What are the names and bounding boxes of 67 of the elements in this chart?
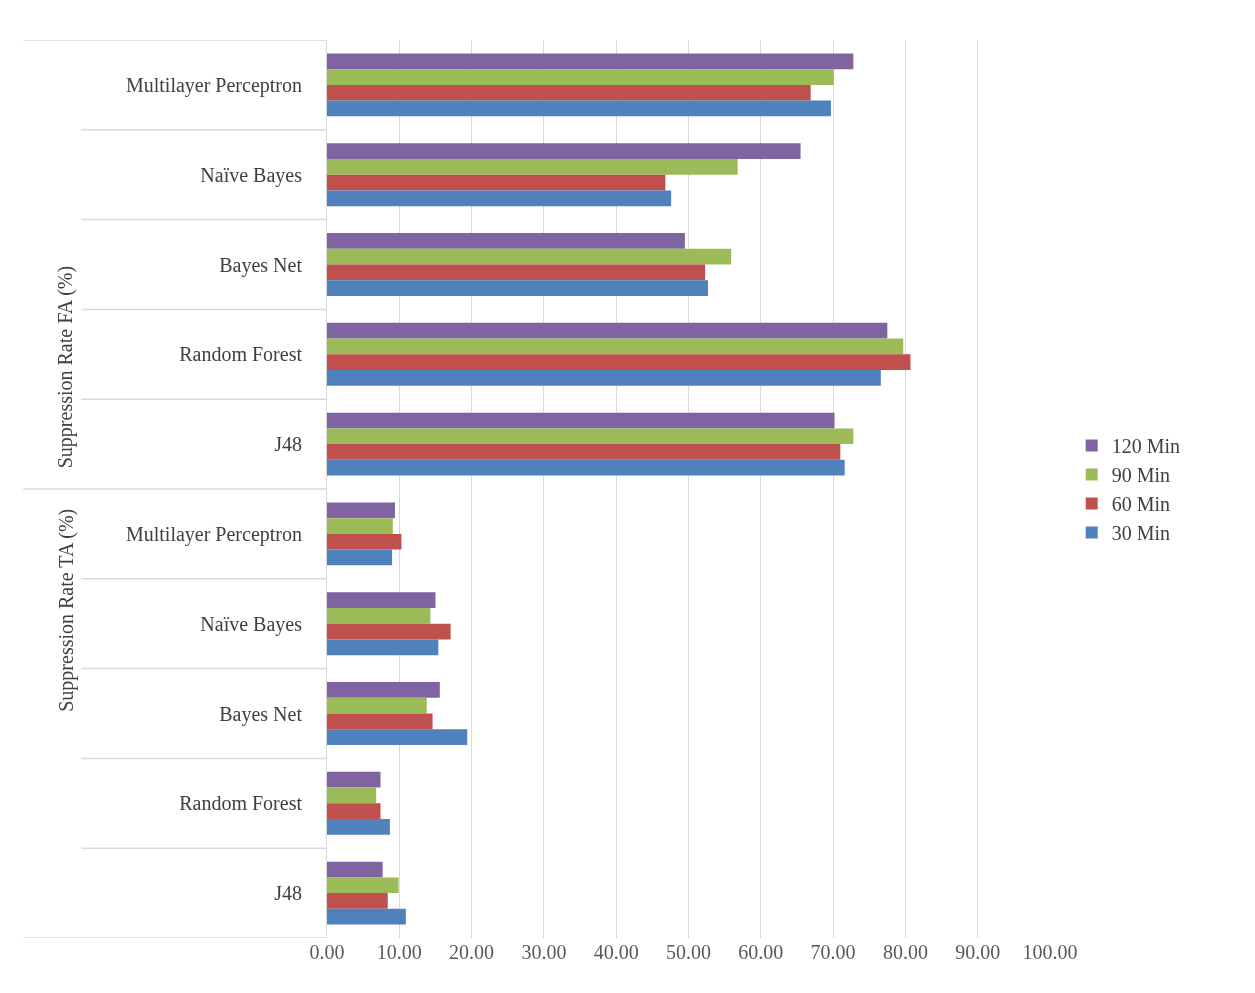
bar bbox=[327, 639, 439, 656]
bar bbox=[327, 264, 706, 281]
bar bbox=[327, 803, 381, 820]
text: Suppression Rate FA (%) bbox=[54, 265, 78, 469]
bar bbox=[327, 370, 881, 386]
bar bbox=[327, 893, 388, 909]
bar bbox=[327, 771, 381, 788]
bar bbox=[327, 697, 427, 714]
bar bbox=[327, 502, 395, 519]
x-tick-label: 50.00 bbox=[666, 941, 711, 963]
legend-label: 120 Min bbox=[1111, 435, 1181, 458]
x-tick-label: 20.00 bbox=[449, 941, 495, 963]
bar bbox=[327, 280, 709, 296]
x-tick-label: 40.00 bbox=[593, 941, 639, 963]
bar bbox=[327, 84, 811, 101]
x-tick-label: 10.00 bbox=[376, 941, 422, 963]
y-tick-label: Naïve Bayes bbox=[200, 612, 303, 636]
bar bbox=[327, 592, 436, 608]
legend-label: 30 Min bbox=[1111, 522, 1171, 545]
bar bbox=[327, 174, 666, 191]
bar bbox=[327, 623, 451, 640]
bar bbox=[327, 729, 468, 745]
legend-label: 90 Min bbox=[1111, 464, 1171, 487]
bar bbox=[327, 713, 433, 730]
y-tick-label: Random Forest bbox=[179, 792, 303, 815]
bar bbox=[327, 354, 911, 371]
y-tick-label: Random Forest bbox=[179, 343, 303, 366]
bar bbox=[327, 190, 672, 207]
y-tick-label: Bayes Net bbox=[219, 253, 303, 277]
bar bbox=[327, 412, 835, 429]
bar bbox=[327, 861, 383, 878]
bar bbox=[327, 428, 854, 445]
y-tick-label: Multilayer Perceptron bbox=[125, 73, 302, 97]
bar bbox=[327, 143, 801, 159]
x-tick-label: 70.00 bbox=[810, 941, 856, 963]
x-tick-label: 80.00 bbox=[882, 941, 928, 963]
x-tick-label: 100.00 bbox=[1022, 941, 1078, 963]
bar bbox=[327, 682, 440, 698]
x-tick-label: 60.00 bbox=[738, 941, 784, 963]
y-tick-label: Naïve Bayes bbox=[200, 163, 303, 187]
y-tick-label: J48 bbox=[274, 433, 302, 456]
bar bbox=[327, 549, 393, 566]
x-tick-label: 30.00 bbox=[521, 941, 567, 963]
bar bbox=[327, 53, 854, 70]
bar bbox=[327, 322, 888, 339]
bar bbox=[327, 908, 406, 925]
bar bbox=[327, 819, 390, 835]
y-tick-label: J48 bbox=[274, 882, 302, 905]
bar bbox=[327, 459, 845, 476]
bar bbox=[327, 444, 841, 460]
bar bbox=[327, 158, 738, 175]
x-tick-label: 0.00 bbox=[309, 941, 345, 963]
legend-label: 60 Min bbox=[1111, 493, 1171, 516]
bar bbox=[327, 100, 831, 117]
bar bbox=[327, 787, 377, 804]
bar bbox=[327, 248, 732, 265]
bar bbox=[327, 877, 399, 894]
bar bbox=[327, 533, 402, 550]
x-tick-label: 90.00 bbox=[955, 941, 1001, 963]
bar bbox=[327, 518, 393, 534]
text: Suppression Rate TA (%) bbox=[54, 508, 78, 712]
bar bbox=[327, 607, 431, 624]
bar bbox=[327, 338, 904, 355]
bar bbox=[327, 69, 834, 85]
y-tick-label: Bayes Net bbox=[219, 702, 303, 726]
bar bbox=[327, 233, 685, 249]
y-tick-label: Multilayer Perceptron bbox=[125, 522, 302, 546]
